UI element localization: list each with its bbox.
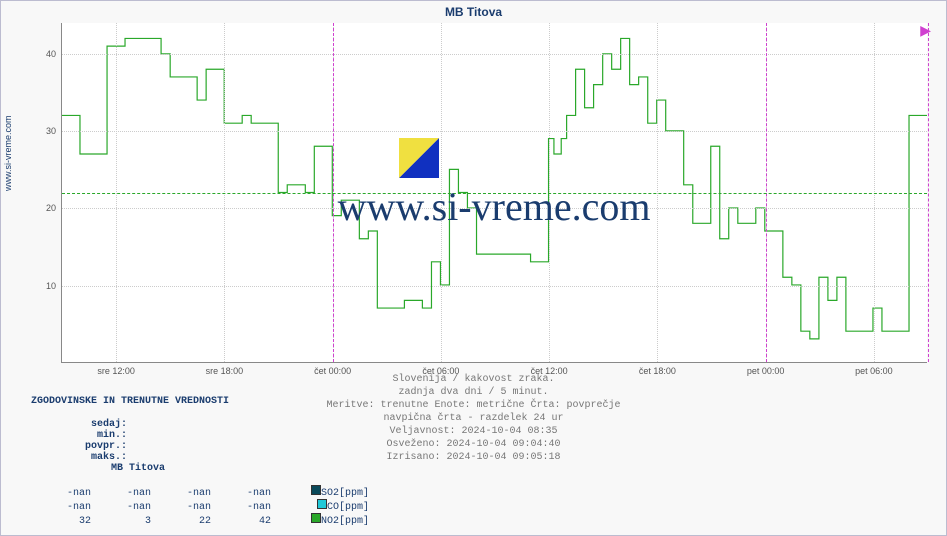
history-row: 3232242NO2[ppm] (31, 513, 369, 527)
y-tick: 40 (46, 49, 62, 59)
watermark-logo-icon (399, 138, 439, 178)
day-marker (928, 23, 929, 362)
history-row: -nan-nan-nan-nanCO[ppm] (31, 499, 369, 513)
legend-label: NO2[ppm] (321, 516, 369, 527)
legend-label: SO2[ppm] (321, 488, 369, 499)
plot-area: ▶ 10203040sre 12:00sre 18:00čet 00:00čet… (61, 23, 927, 363)
history-row: -nan-nan-nan-nanSO2[ppm] (31, 485, 369, 499)
y-tick: 30 (46, 126, 62, 136)
y-tick: 20 (46, 203, 62, 213)
legend-swatch (311, 485, 321, 495)
y-axis-credit: www.si-vreme.com (3, 115, 13, 191)
legend-swatch (311, 513, 321, 523)
chart-frame: MB Titova www.si-vreme.com ▶ 10203040sre… (0, 0, 947, 536)
watermark-text: www.si-vreme.com (338, 183, 651, 230)
chart-title: MB Titova (1, 1, 946, 19)
col-series: MB Titova (75, 463, 165, 474)
legend-label: CO[ppm] (327, 502, 369, 513)
col-max: maks.: (67, 452, 127, 463)
end-arrow-icon: ▶ (920, 22, 931, 39)
history-table: ZGODOVINSKE IN TRENUTNE VREDNOSTI sedaj:… (31, 396, 369, 527)
history-title: ZGODOVINSKE IN TRENUTNE VREDNOSTI (31, 396, 369, 407)
col-min: min.: (67, 430, 127, 441)
col-now: sedaj: (67, 419, 127, 430)
legend-swatch (317, 499, 327, 509)
history-header: sedaj: min.: povpr.: maks.: MB Titova (31, 408, 369, 485)
y-tick: 10 (46, 281, 62, 291)
meta-line: Slovenija / kakovost zraka. (1, 373, 946, 386)
col-avg: povpr.: (67, 441, 127, 452)
